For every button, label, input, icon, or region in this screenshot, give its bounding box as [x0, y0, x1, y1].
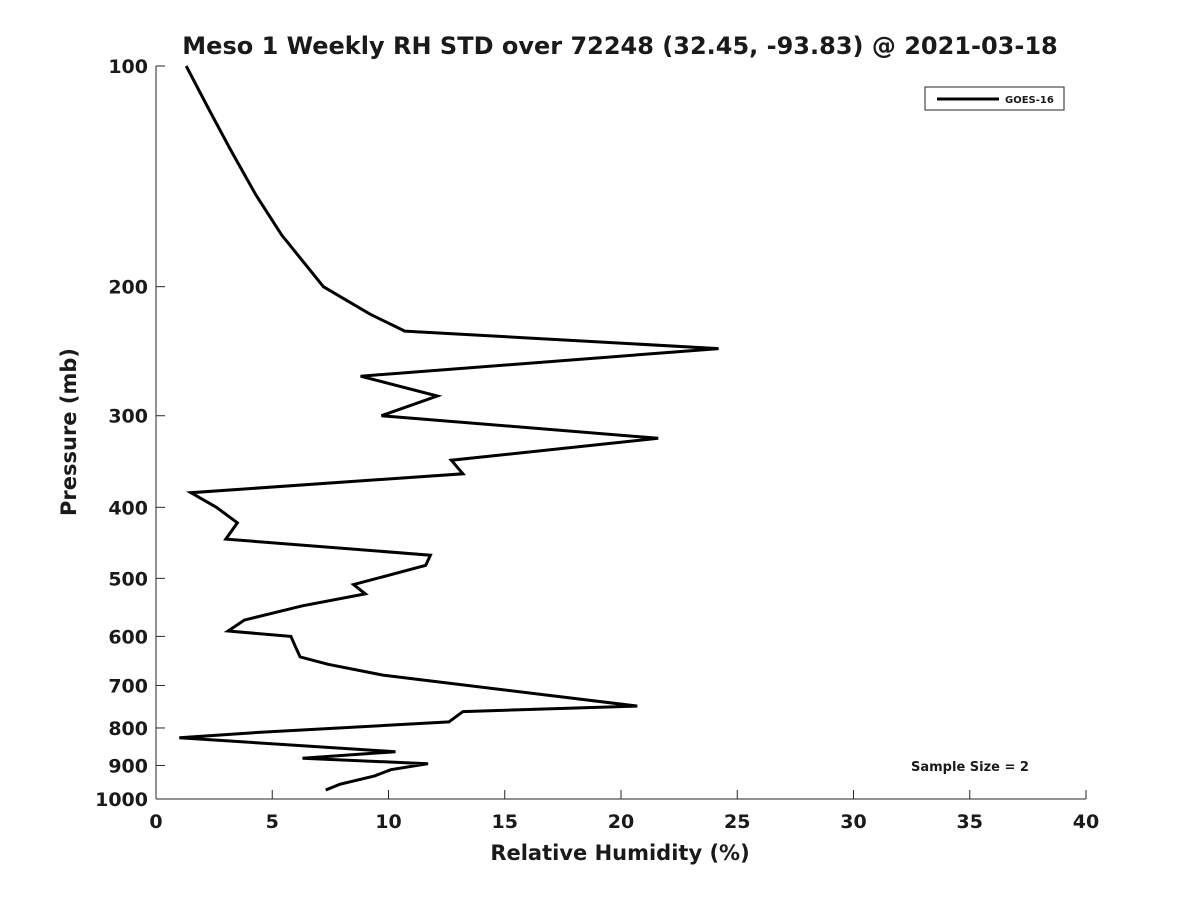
x-tick-label: 10	[375, 811, 401, 833]
series-layer	[179, 65, 719, 792]
y-tick-label: 400	[108, 497, 148, 519]
chart-title: Meso 1 Weekly RH STD over 72248 (32.45, …	[182, 32, 1057, 60]
x-tick-label: 35	[957, 811, 983, 833]
y-axis-label: Pressure (mb)	[57, 348, 81, 516]
y-tick-label: 900	[108, 755, 148, 777]
x-tick-label: 0	[149, 811, 162, 833]
series-line-goes-16	[179, 65, 719, 792]
y-tick-label: 100	[108, 56, 148, 78]
x-tick-label: 25	[724, 811, 750, 833]
x-tick-label: 30	[840, 811, 866, 833]
y-ticks: 100 200 300 400 500 600 700 800 900 1000	[95, 56, 165, 811]
legend: GOES-16	[924, 86, 1065, 111]
x-tick-label: 20	[608, 811, 634, 833]
sample-size-annotation: Sample Size = 2	[911, 760, 1029, 775]
y-tick-label: 300	[108, 406, 148, 428]
y-tick-label: 500	[108, 568, 148, 590]
x-tick-label: 40	[1073, 811, 1099, 833]
x-axis-label: Relative Humidity (%)	[490, 841, 749, 865]
y-tick-label: 600	[108, 626, 148, 648]
x-tick-label: 15	[492, 811, 518, 833]
axes	[155, 66, 1086, 800]
y-tick-label: 200	[108, 277, 148, 299]
x-ticks: 0 5 10 15 20 25 30 35 40	[149, 790, 1099, 833]
y-tick-label: 1000	[95, 789, 148, 811]
x-tick-label: 5	[266, 811, 279, 833]
y-tick-label: 700	[108, 675, 148, 697]
y-tick-label: 800	[108, 718, 148, 740]
legend-label-goes-16: GOES-16	[1005, 95, 1054, 106]
